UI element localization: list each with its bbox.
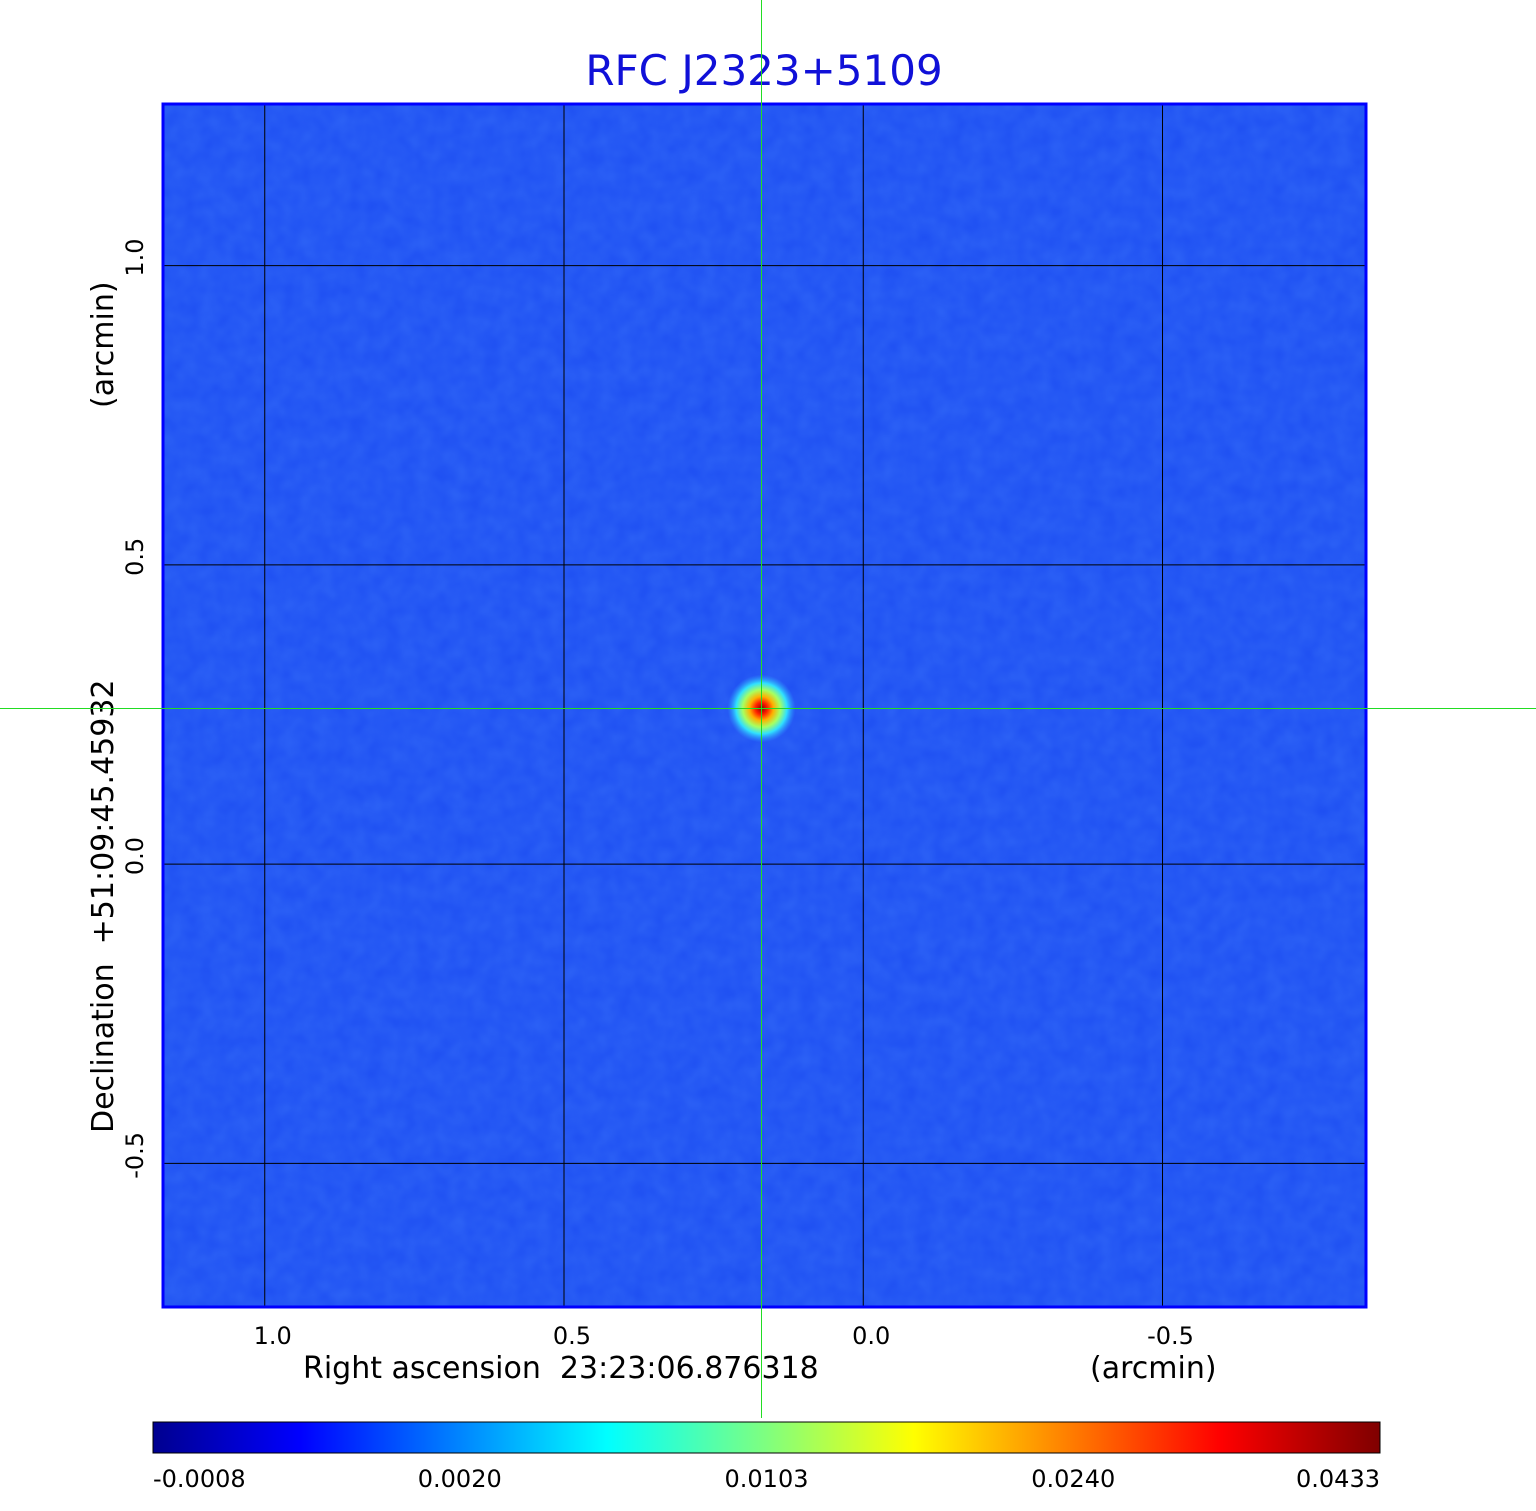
crosshair xyxy=(0,0,1536,1418)
colorbar-tick-label: 0.0433 xyxy=(1296,1465,1380,1493)
tick-labels: 1.0 0.5 0.0 -0.5 1.0 0.5 0.0 -0.5 xyxy=(121,239,1194,1350)
x-tick-label: -0.5 xyxy=(1147,1322,1194,1350)
colorbar-tick-label: 0.0103 xyxy=(725,1465,809,1493)
x-tick-label: 0.0 xyxy=(852,1322,890,1350)
image-frame xyxy=(161,102,1368,1309)
grid-lines xyxy=(163,104,1366,1307)
colorbar-tick-label: 0.0240 xyxy=(1031,1465,1115,1493)
x-axis-unit: (arcmin) xyxy=(1090,1351,1217,1386)
colorbar xyxy=(152,1421,1381,1454)
y-axis-unit: (arcmin) xyxy=(86,281,121,408)
chart-title: RFC J2323+5109 xyxy=(585,46,942,95)
colorbar-tick-label: 0.0020 xyxy=(418,1465,502,1493)
y-tick-label: 0.0 xyxy=(121,837,149,875)
x-axis-label: Right ascension 23:23:06.876318 xyxy=(303,1351,819,1386)
colorbar-tick-label: -0.0008 xyxy=(153,1465,246,1493)
colorbar-tick-labels: -0.0008 0.0020 0.0103 0.0240 0.0433 xyxy=(153,1465,1380,1493)
y-tick-label: 0.5 xyxy=(121,538,149,576)
y-tick-label: 1.0 xyxy=(121,239,149,277)
x-tick-label: 1.0 xyxy=(254,1322,292,1350)
y-axis-label: Declination +51:09:45.45932 xyxy=(86,679,121,1133)
y-tick-label: -0.5 xyxy=(121,1132,149,1179)
x-tick-label: 0.5 xyxy=(553,1322,591,1350)
